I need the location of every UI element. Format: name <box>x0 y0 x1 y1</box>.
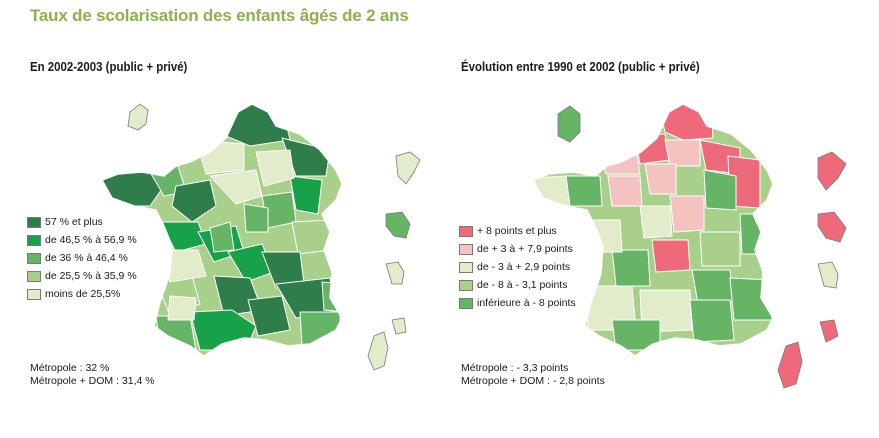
legend-item: de - 3 à + 2,9 points <box>459 258 576 276</box>
legend-swatch <box>27 234 41 246</box>
page-title: Taux de scolarisation des enfants âgés d… <box>30 6 409 25</box>
left-dom-2 <box>395 151 421 185</box>
legend-swatch <box>459 225 473 237</box>
right-dom-2 <box>817 151 847 191</box>
legend-swatch <box>459 279 473 291</box>
left-legend: 57 % et plus de 46,5 % à 56,9 % de 36 % … <box>27 213 137 303</box>
legend-label: de 25,5 % à 35,9 % <box>45 270 137 282</box>
right-corsica <box>777 341 803 389</box>
note-metropole-dom: Métropole + DOM : - 2,8 points <box>461 375 605 387</box>
legend-label: + 8 points et plus <box>477 225 557 237</box>
note-metropole: Métropole : - 3,3 points <box>461 362 569 374</box>
legend-label: moins de 25,5% <box>45 288 121 300</box>
legend-item: de - 8 à - 3,1 points <box>459 276 576 294</box>
right-dom-1 <box>557 105 581 143</box>
legend-label: inférieure à - 8 points <box>477 297 576 309</box>
legend-item: de 25,5 % à 35,9 % <box>27 267 137 285</box>
legend-item: de 36 % à 46,4 % <box>27 249 137 267</box>
right-map-subtitle: Évolution entre 1990 et 2002 (public + p… <box>461 59 700 74</box>
right-dom-4 <box>817 261 839 289</box>
legend-swatch <box>459 297 473 309</box>
legend-label: de 46,5 % à 56,9 % <box>45 234 137 246</box>
legend-swatch <box>459 261 473 273</box>
note-metropole: Métropole : 32 % <box>30 362 110 374</box>
legend-label: de 36 % à 46,4 % <box>45 252 128 264</box>
legend-swatch <box>27 252 41 264</box>
legend-label: de + 3 à + 7,9 points <box>477 243 573 255</box>
left-dom-3 <box>385 211 411 239</box>
left-notes: Métropole : 32 % Métropole + DOM : 31,4 … <box>30 362 155 388</box>
left-map-france <box>100 103 421 371</box>
legend-item: + 8 points et plus <box>459 222 576 240</box>
left-dom-1 <box>127 103 149 131</box>
right-map-france <box>531 103 847 389</box>
legend-swatch <box>27 288 41 300</box>
left-map-subtitle: En 2002-2003 (public + privé) <box>30 59 188 74</box>
left-dom-5 <box>391 317 407 335</box>
left-corsica <box>367 331 389 371</box>
note-metropole-dom: Métropole + DOM : 31,4 % <box>30 375 155 387</box>
legend-item: de 46,5 % à 56,9 % <box>27 231 137 249</box>
legend-item: de + 3 à + 7,9 points <box>459 240 576 258</box>
legend-swatch <box>27 216 41 228</box>
legend-item: 57 % et plus <box>27 213 137 231</box>
right-notes: Métropole : - 3,3 points Métropole + DOM… <box>461 362 605 388</box>
legend-item: moins de 25,5% <box>27 285 137 303</box>
legend-swatch <box>27 270 41 282</box>
legend-label: 57 % et plus <box>45 216 103 228</box>
right-dom-5 <box>819 319 839 343</box>
legend-item: inférieure à - 8 points <box>459 294 576 312</box>
right-legend: + 8 points et plus de + 3 à + 7,9 points… <box>459 222 576 312</box>
legend-swatch <box>459 243 473 255</box>
legend-label: de - 3 à + 2,9 points <box>477 261 571 273</box>
legend-label: de - 8 à - 3,1 points <box>477 279 568 291</box>
right-dom-3 <box>817 211 847 243</box>
left-dom-4 <box>385 261 405 285</box>
